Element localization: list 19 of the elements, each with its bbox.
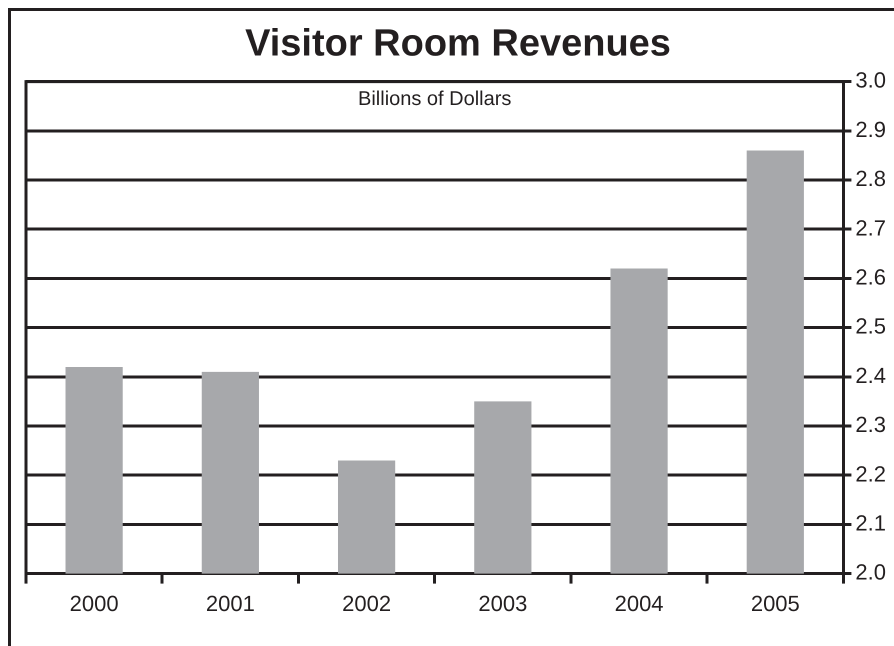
y-tick-label: 2.6 [855, 264, 886, 290]
y-tick-label: 2.8 [855, 166, 886, 192]
y-tick-label: 2.7 [855, 215, 886, 240]
x-tick-label: 2002 [342, 590, 392, 616]
y-axis-title: Billions of Dollars [358, 88, 512, 110]
x-tick-label: 2005 [750, 590, 800, 616]
y-tick-label: 2.9 [855, 116, 886, 142]
y-tick-label: 2.0 [855, 560, 886, 585]
y-tick-label: 2.1 [855, 510, 886, 536]
y-tick-label: 2.5 [855, 314, 886, 339]
x-tick-label: 2001 [206, 590, 255, 616]
y-tick-label: 3.0 [855, 68, 886, 93]
x-tick-label: 2004 [614, 590, 664, 616]
x-tick-label: 2003 [478, 590, 528, 616]
x-tick-label: 2000 [70, 590, 119, 616]
y-tick-label: 2.3 [855, 412, 886, 438]
y-tick-label: 2.2 [855, 461, 886, 486]
chart-title: Visitor Room Revenues [245, 22, 671, 64]
y-tick-label: 2.4 [855, 362, 886, 388]
